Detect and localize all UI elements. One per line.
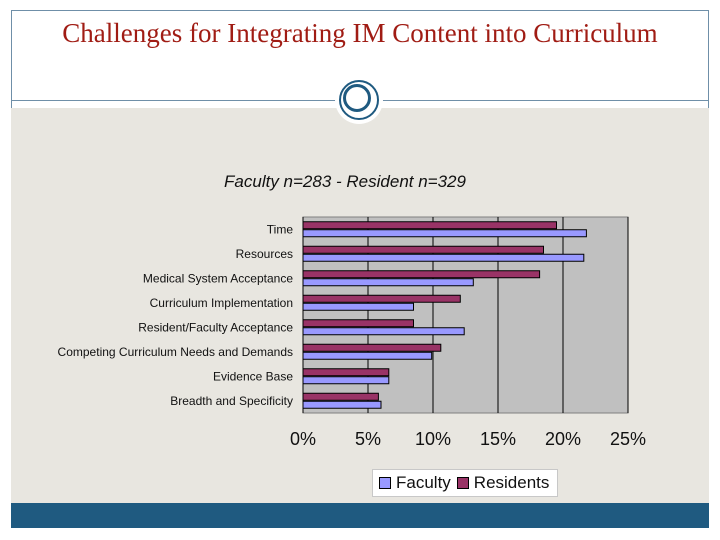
x-tick-label: 0%: [290, 429, 316, 449]
bar-faculty: [302, 229, 587, 238]
bar-faculty: [302, 400, 382, 409]
bar-residents: [302, 368, 390, 377]
bar-residents: [302, 319, 414, 328]
category-label: Evidence Base: [213, 369, 293, 383]
x-tick-label: 10%: [415, 429, 451, 449]
category-label: Breadth and Specificity: [170, 394, 293, 408]
category-label: Medical System Acceptance: [143, 271, 293, 285]
legend-label-faculty: Faculty: [396, 473, 451, 492]
ornament-outer-ring: [339, 80, 379, 120]
tick-labels: 0% 5% 10% 15% 20% 25%: [290, 429, 646, 449]
bars: [302, 221, 587, 409]
bar-residents: [302, 294, 461, 303]
circle-ornament-icon: [337, 78, 381, 122]
category-label: Time: [267, 222, 294, 236]
bar-faculty: [302, 327, 465, 336]
bar-residents: [302, 245, 544, 254]
x-tick-label: 5%: [355, 429, 381, 449]
legend-swatch-residents: [456, 477, 469, 489]
bar-faculty: [302, 253, 585, 262]
x-tick-label: 25%: [610, 429, 646, 449]
bar-residents: [302, 343, 442, 352]
category-label: Curriculum Implementation: [150, 296, 293, 310]
bar-faculty: [302, 278, 474, 287]
category-label: Resources: [236, 247, 293, 261]
category-label: Competing Curriculum Needs and Demands: [58, 345, 293, 359]
bar-faculty: [302, 351, 433, 360]
slide-title: Challenges for Integrating IM Content in…: [62, 18, 658, 48]
category-label: Resident/Faculty Acceptance: [138, 320, 293, 334]
bar-residents: [302, 221, 557, 230]
chart-legend: Faculty Residents: [372, 469, 558, 497]
x-tick-label: 15%: [480, 429, 516, 449]
bar-faculty: [302, 376, 390, 385]
bar-faculty: [302, 302, 414, 311]
bar-residents: [302, 270, 541, 279]
category-labels: Time Resources Medical System Acceptance Cu…: [58, 222, 294, 408]
bar-residents: [302, 392, 379, 401]
legend-swatch-faculty: [379, 477, 391, 489]
footer-bar: [11, 503, 709, 528]
chart-title: Faculty n=283 - Resident n=329: [224, 172, 466, 191]
legend-label-residents: Residents: [473, 473, 550, 492]
legend-item-faculty: Faculty: [373, 473, 451, 493]
x-tick-label: 20%: [545, 429, 581, 449]
ornament-inner-ring: [343, 84, 371, 112]
legend-item-residents: Residents: [451, 473, 550, 493]
